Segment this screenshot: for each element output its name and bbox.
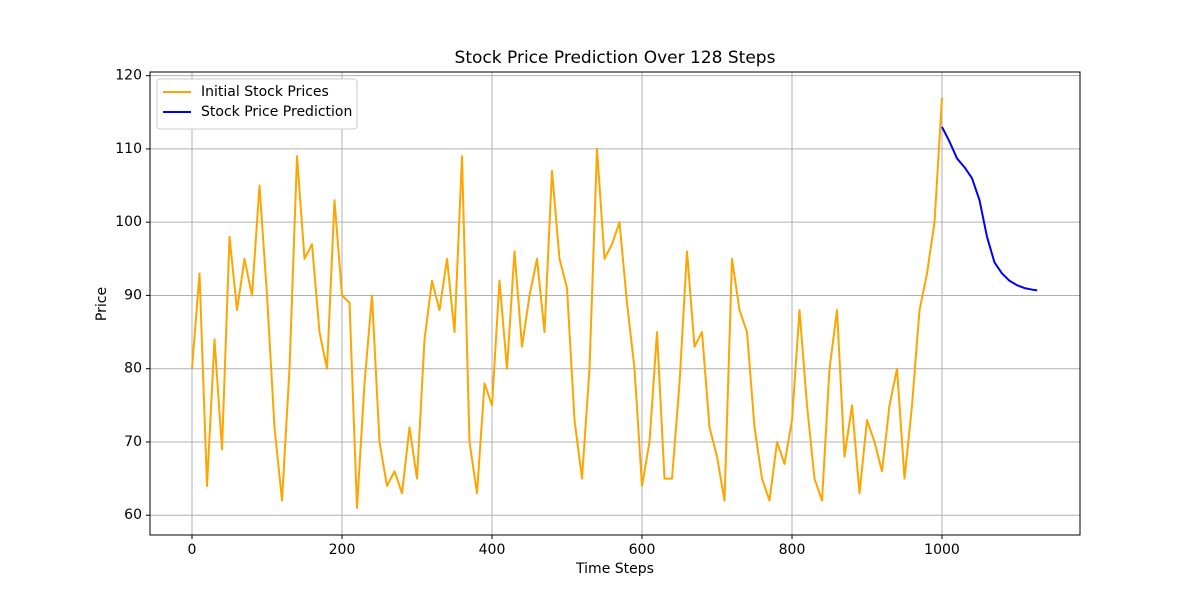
- y-tick-label: 80: [124, 361, 142, 377]
- legend-label: Initial Stock Prices: [201, 84, 329, 100]
- legend-box: [156, 78, 358, 130]
- x-tick-label: 600: [629, 542, 656, 558]
- y-axis-label: Price: [94, 287, 110, 321]
- y-tick-label: 70: [124, 434, 142, 450]
- x-tick-label: 200: [329, 542, 356, 558]
- series-line: [941, 126, 1038, 292]
- legend-label: Stock Price Prediction: [201, 104, 352, 120]
- y-tick-label: 60: [124, 507, 142, 523]
- y-tick-label: 110: [115, 141, 142, 157]
- y-tick-label: 90: [124, 287, 142, 303]
- x-tick-label: 800: [779, 542, 806, 558]
- series-line: [191, 97, 943, 509]
- chart-title: Stock Price Prediction Over 128 Steps: [455, 48, 776, 68]
- y-tick-label: 120: [115, 68, 142, 84]
- x-tick-label: 0: [188, 542, 197, 558]
- x-axis-label: Time Steps: [575, 561, 654, 577]
- x-tick-label: 1000: [924, 542, 960, 558]
- y-tick-label: 100: [115, 214, 142, 230]
- plot-frame: [149, 71, 1081, 536]
- x-tick-label: 400: [479, 542, 506, 558]
